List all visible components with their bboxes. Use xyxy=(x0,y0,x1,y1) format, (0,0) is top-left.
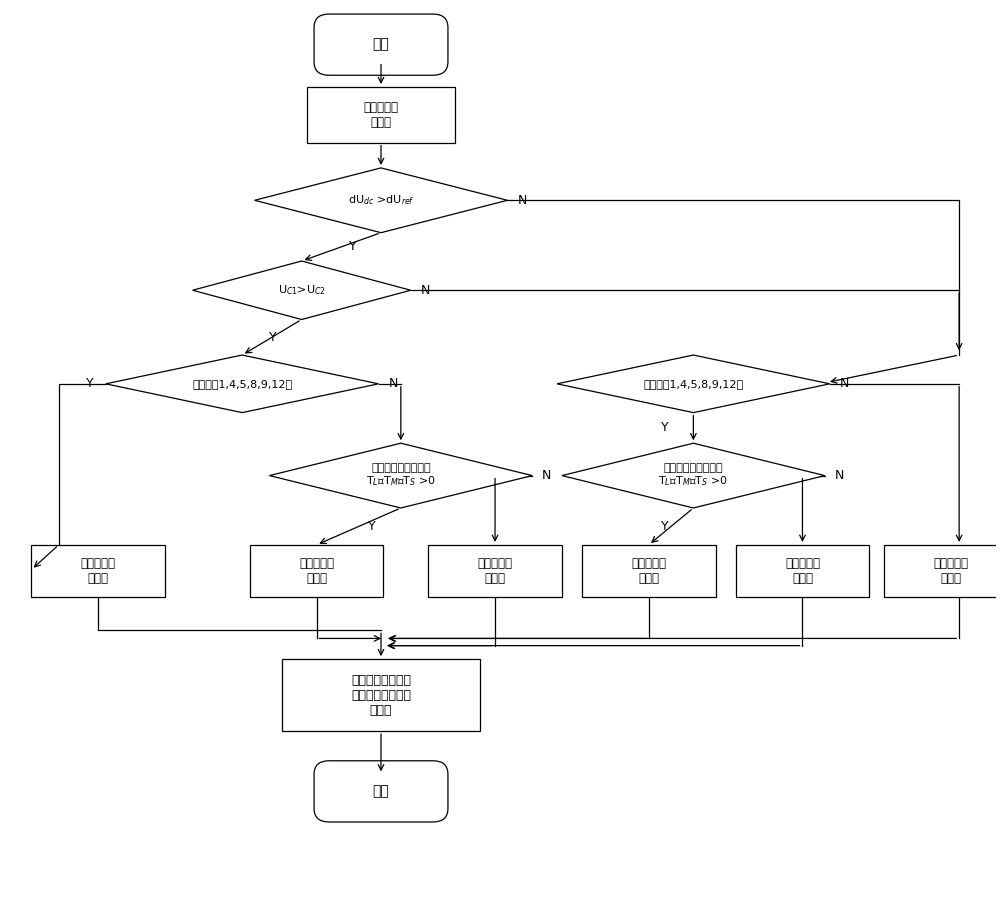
Text: N: N xyxy=(542,469,552,482)
Text: Y: Y xyxy=(269,331,277,344)
Text: Y: Y xyxy=(661,421,669,434)
Text: N: N xyxy=(835,469,844,482)
Text: Y: Y xyxy=(368,520,376,533)
Text: 大大零矢量
合成法: 大大零矢量 合成法 xyxy=(478,557,513,585)
Text: N: N xyxy=(517,193,527,207)
Text: 开始: 开始 xyxy=(373,37,389,52)
Text: N: N xyxy=(421,284,430,297)
Polygon shape xyxy=(255,168,507,232)
FancyBboxPatch shape xyxy=(307,87,455,143)
Polygon shape xyxy=(562,443,825,508)
FancyBboxPatch shape xyxy=(736,545,869,597)
Text: 大中零矢量
合成法: 大中零矢量 合成法 xyxy=(364,101,399,129)
Text: Y: Y xyxy=(86,378,94,390)
Text: 扇区＝（1,4,5,8,9,12）: 扇区＝（1,4,5,8,9,12） xyxy=(192,379,292,389)
FancyBboxPatch shape xyxy=(884,545,1000,597)
Text: 大大零矢量
合成法: 大大零矢量 合成法 xyxy=(785,557,820,585)
FancyBboxPatch shape xyxy=(428,545,562,597)
FancyBboxPatch shape xyxy=(250,545,383,597)
Text: 大中零矢量
合成法: 大中零矢量 合成法 xyxy=(934,557,969,585)
Text: N: N xyxy=(840,378,849,390)
Polygon shape xyxy=(269,443,532,508)
Text: 大中小矢量
合成法: 大中小矢量 合成法 xyxy=(631,557,666,585)
Text: 大中小矢量合成法的
T$_L$、T$_M$、T$_S$ >0: 大中小矢量合成法的 T$_L$、T$_M$、T$_S$ >0 xyxy=(658,463,728,489)
Text: 扇区＝（1,4,5,8,9,12）: 扇区＝（1,4,5,8,9,12） xyxy=(643,379,743,389)
Text: 结束: 结束 xyxy=(373,785,389,798)
Text: Y: Y xyxy=(349,241,356,253)
Text: N: N xyxy=(388,378,398,390)
Text: dU$_{dc}$ >dU$_{ref}$: dU$_{dc}$ >dU$_{ref}$ xyxy=(348,193,414,207)
FancyBboxPatch shape xyxy=(282,659,480,731)
Polygon shape xyxy=(557,355,830,412)
Text: 大中零矢量
合成法: 大中零矢量 合成法 xyxy=(81,557,116,585)
Polygon shape xyxy=(193,261,411,320)
FancyBboxPatch shape xyxy=(314,761,448,822)
FancyBboxPatch shape xyxy=(31,545,165,597)
Text: Y: Y xyxy=(661,520,669,533)
FancyBboxPatch shape xyxy=(314,14,448,75)
Text: 大中小矢量
合成法: 大中小矢量 合成法 xyxy=(299,557,334,585)
Polygon shape xyxy=(106,355,379,412)
FancyBboxPatch shape xyxy=(582,545,716,597)
Text: 大中小矢量合成法的
T$_L$、T$_M$、T$_S$ >0: 大中小矢量合成法的 T$_L$、T$_M$、T$_S$ >0 xyxy=(366,463,436,489)
Text: U$_{C1}$>U$_{C2}$: U$_{C1}$>U$_{C2}$ xyxy=(278,283,326,297)
Text: 产生第一开关管到
第十二开关管的驱
动信号: 产生第一开关管到 第十二开关管的驱 动信号 xyxy=(351,674,411,716)
